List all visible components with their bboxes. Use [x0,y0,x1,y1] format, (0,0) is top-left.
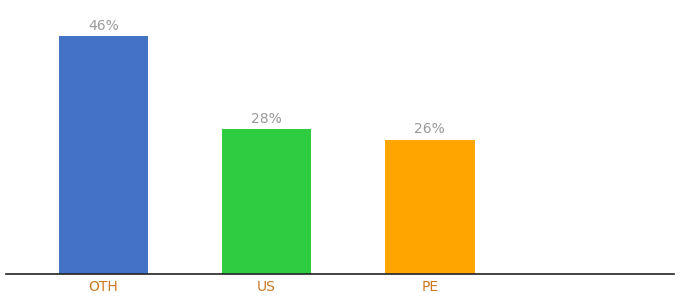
Text: 28%: 28% [251,112,282,126]
Bar [222,129,311,274]
Bar [385,140,475,274]
Bar [58,37,148,274]
Text: 46%: 46% [88,19,119,33]
Text: 26%: 26% [414,122,445,136]
